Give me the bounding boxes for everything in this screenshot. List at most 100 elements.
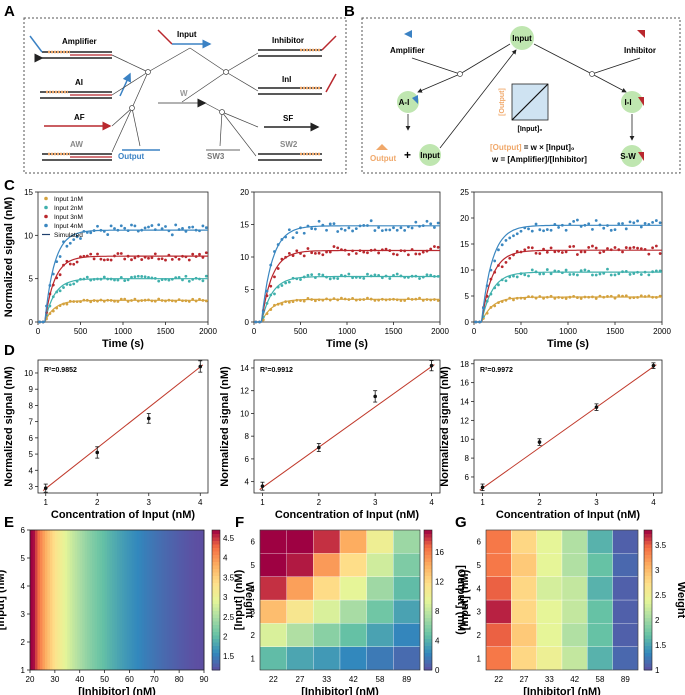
colorbar-segment [212,652,220,657]
data-point [545,228,549,231]
colorbar-segment [212,607,220,611]
y-tick-label: 8 [465,454,470,463]
colorbar-segment [212,635,220,639]
data-point [362,250,366,254]
data-point [429,222,433,226]
output-symbol [376,144,388,150]
colorbar-segment [424,593,432,597]
colorbar-segment [212,631,220,636]
data-point [62,286,65,289]
simulated-curve [474,224,662,323]
colorbar-segment [212,617,220,622]
colorbar-segment [212,642,220,646]
data-point [433,245,436,248]
colorbar-segment [644,631,652,636]
label-b-input-bottom: Input [420,151,440,160]
data-point [508,236,512,240]
data-point [204,251,208,255]
data-point [500,243,504,247]
data-point [560,251,564,254]
heatmap-strip [149,530,153,670]
data-point [508,256,512,260]
data-point [317,272,321,276]
data-point [191,252,195,256]
heatmap-cell [313,553,341,577]
colorbar-segment [212,572,220,576]
data-point [336,230,340,233]
y-tick-label: 8 [245,432,250,441]
data-point [72,282,76,286]
data-point [399,226,403,230]
data-point [579,269,583,273]
x-axis-label: Time (s) [102,338,144,350]
colorbar-frame [423,529,433,671]
data-point [545,250,549,254]
colorbar-segment [644,600,652,604]
y-tick-label: 5 [465,292,470,301]
data-point [628,272,632,276]
y-axis-label: [Input] (nM) [459,569,471,630]
heatmap-cell [286,529,314,554]
colorbar-segment [212,589,220,594]
colorbar-segment [644,537,652,541]
panel-label-e: E [4,514,14,531]
data-point [587,222,591,226]
data-point [542,272,545,276]
heatmap-cell [393,529,421,554]
data-point [113,227,116,230]
legend-entry: Input 1nM [54,196,83,203]
chart-d1-linear-fit: 1 2 3 4 3 4 5 6 7 8 9 10 Concentration of Input (nM)… [3,359,209,521]
data-point [106,258,110,262]
data-point [392,252,395,256]
data-point [576,273,579,277]
chart-g-heatmap: 22 27 33 42 58 89 1 2 3 4 5 6 [Inhibitor] (nM) [Input… [459,529,685,695]
colorbar-tick-label: 4 [223,554,228,563]
x-tick-label: 33 [322,675,331,684]
data-point [295,231,299,234]
heatmap-cell [259,576,287,601]
data-point [530,268,534,272]
colorbar-label: [Output] (nM) [455,565,467,635]
data-point [572,244,576,248]
colorbar-segment [212,603,220,608]
x-tick-label: 30 [50,675,59,684]
colorbar-segment [644,663,652,667]
data-point [164,258,167,262]
x-tick-label: 2 [537,498,542,507]
heatmap-strip [156,530,160,670]
heatmap-strip [114,530,118,670]
y-tick-label: 12 [240,387,249,396]
data-point [549,246,553,250]
y-tick-label: 7 [29,418,34,427]
y-tick-label: 4 [251,584,256,593]
x-tick-label: 1 [480,498,485,507]
y-tick-label: 4 [29,466,34,475]
data-point [147,275,150,279]
colorbar-tick-label: 1 [655,666,660,675]
heatmap-strip [82,530,86,670]
data-point [500,265,504,269]
colorbar-segment [424,624,432,629]
x-tick-label: 500 [294,327,308,336]
heatmap-strip [136,530,140,670]
heatmap-strip [34,530,38,670]
data-point [414,252,418,256]
heatmap-cell [485,576,512,601]
data-point [639,247,643,251]
colorbar-segment [424,565,432,569]
x-tick-label: 1000 [338,327,356,336]
heatmap-cell [259,623,287,647]
heatmap-cell [612,576,639,601]
inset-axis-y: [Output] [499,88,506,116]
x-tick-label: 89 [621,675,630,684]
data-point [336,277,340,280]
x-axis-label: Concentration of Input (nM) [496,509,641,521]
y-tick-label: 0 [245,318,250,327]
data-point [429,247,433,251]
colorbar-segment [424,596,432,601]
heatmap-strip [62,530,66,670]
data-point [418,252,421,256]
heatmap-strip [176,530,180,670]
colorbar-tick-label: 2 [655,616,660,625]
panel-a-schematic: Amplifier AI AF AW Input W Output [23,17,347,174]
